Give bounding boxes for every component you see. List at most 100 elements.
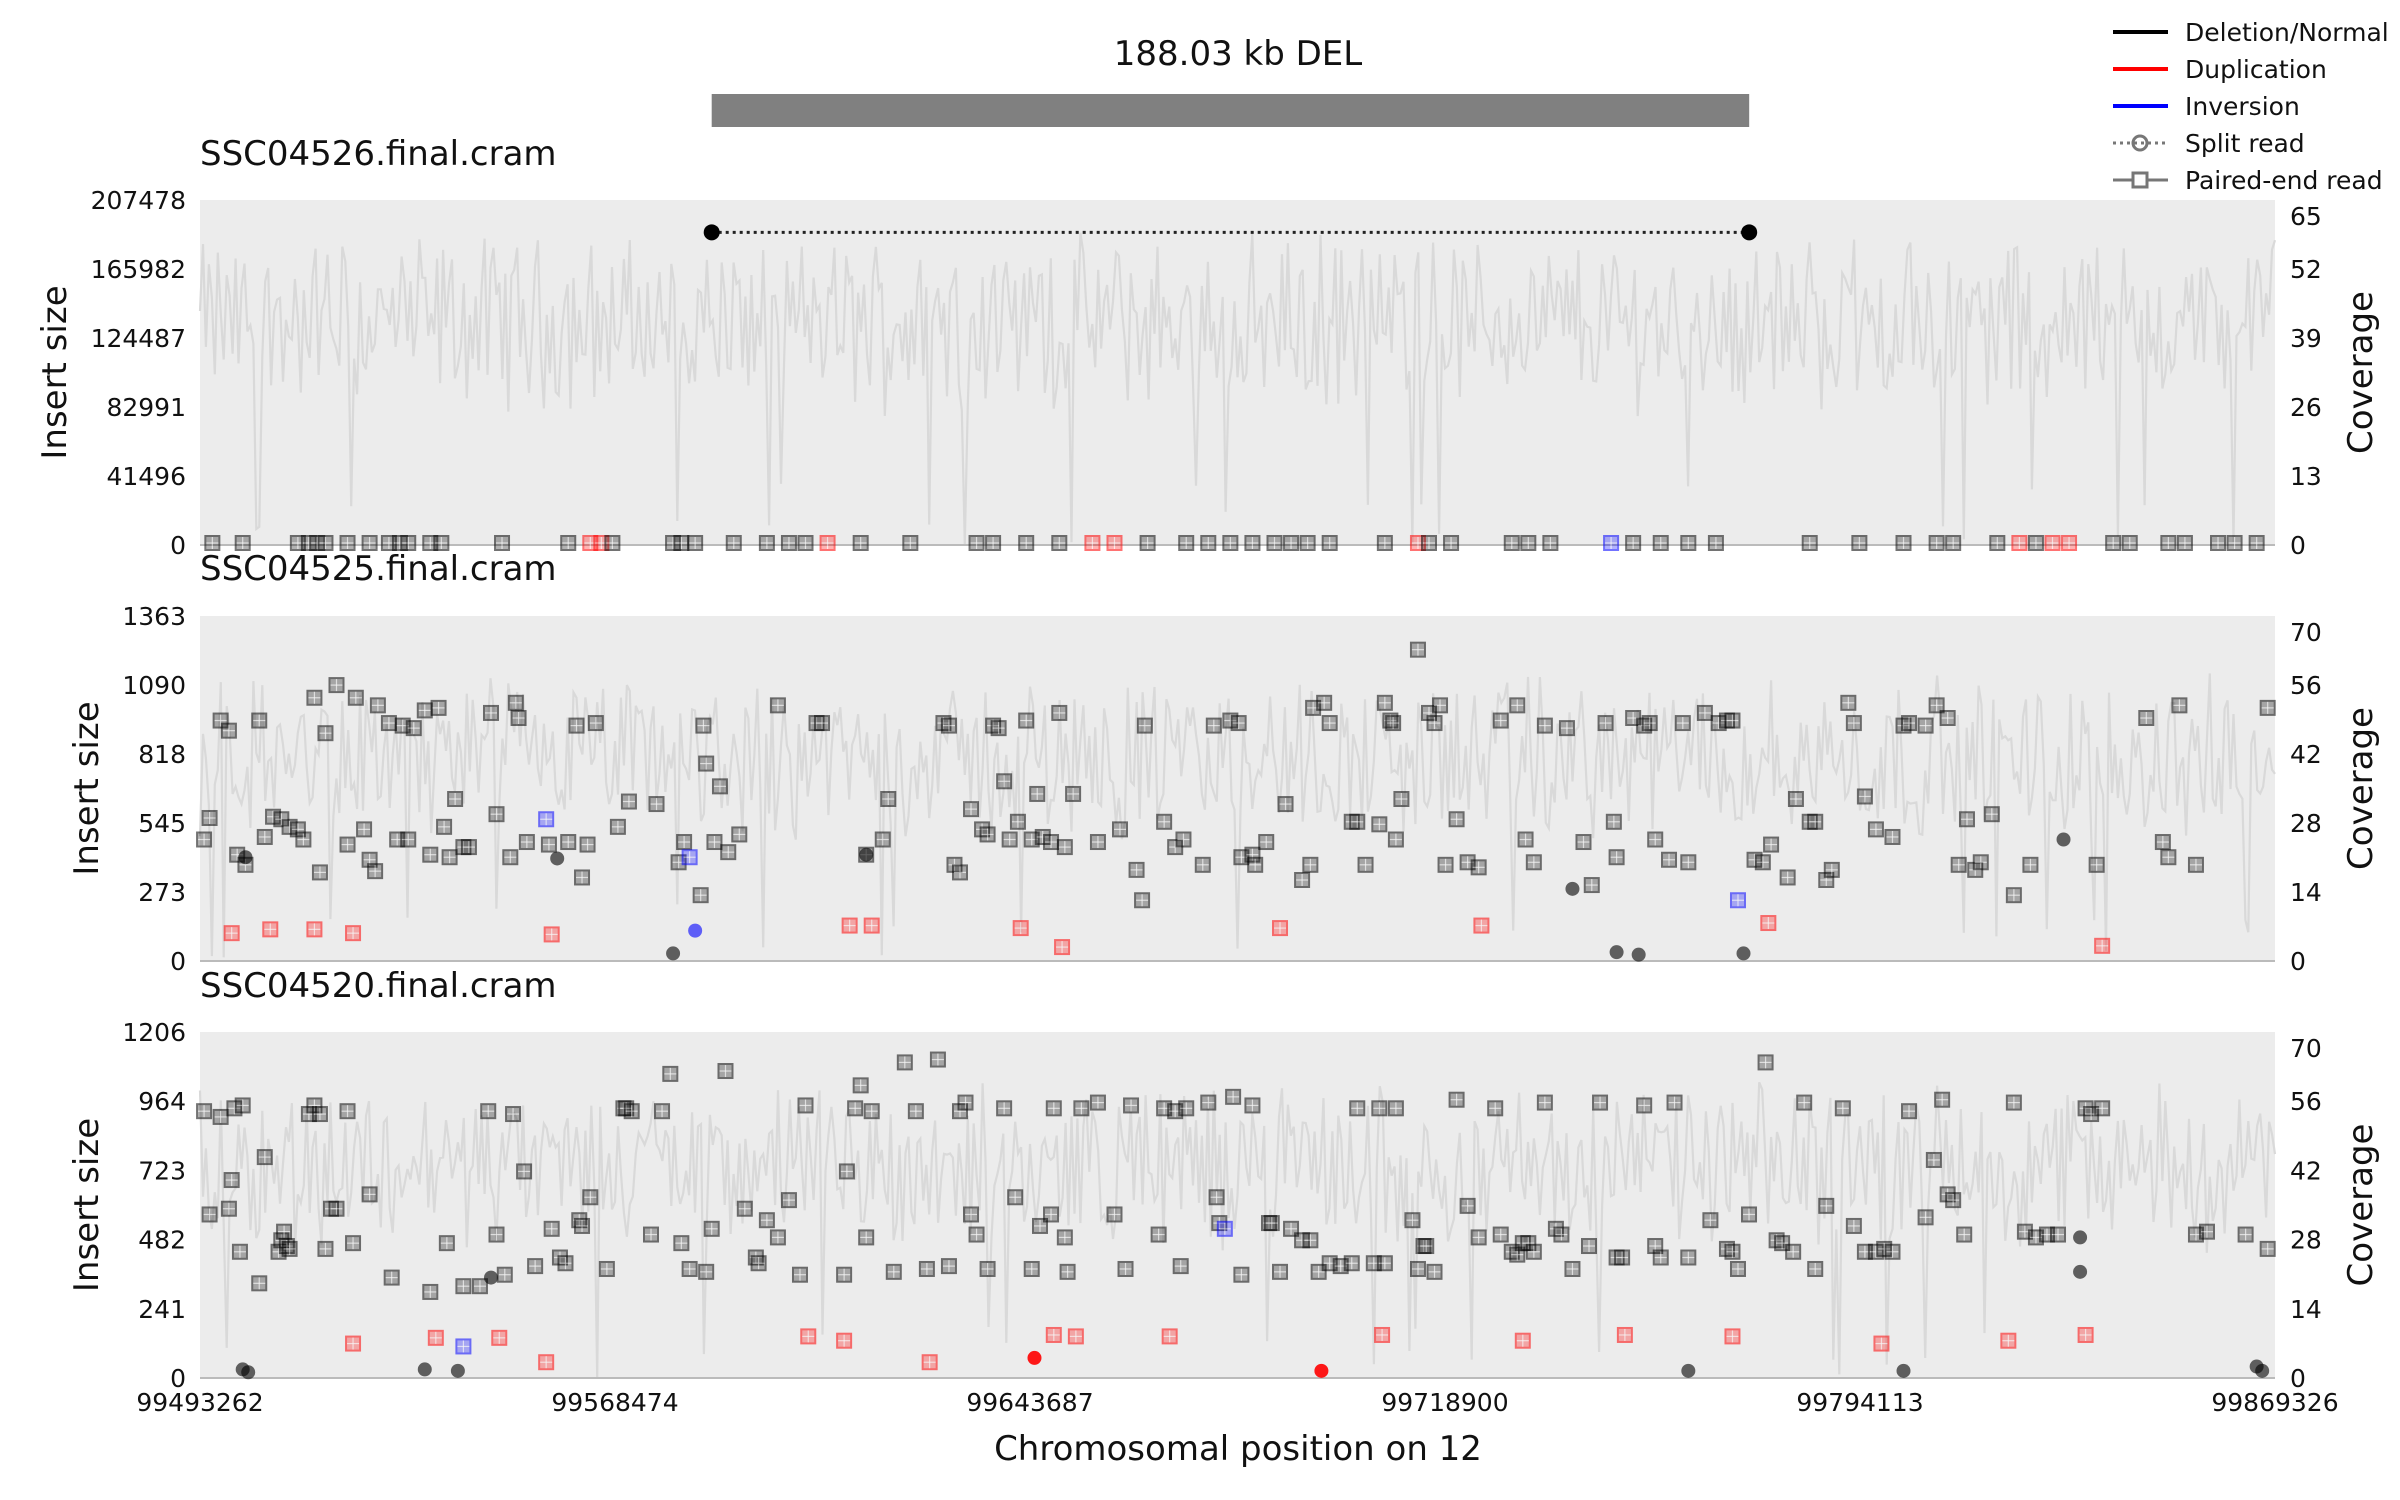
y-tick-label: 482 (138, 1226, 186, 1255)
paired-end-read (1283, 535, 1300, 551)
paired-end-read (990, 720, 1007, 737)
paired-end-read (957, 1094, 974, 1111)
paired-end-read (223, 1172, 240, 1189)
paired-end-read (1051, 535, 1068, 551)
paired-end-read (339, 836, 356, 853)
paired-end-read (1840, 694, 1857, 711)
paired-end-read (681, 849, 698, 866)
paired-end-read (2198, 1223, 2215, 1240)
paired-end-read (918, 1260, 935, 1277)
paired-end-read (1272, 1263, 1289, 1280)
paired-end-read (1818, 1197, 1835, 1214)
paired-end-read (1724, 1328, 1741, 1345)
y2-tick-label: 65 (2290, 202, 2322, 231)
paired-end-read (1787, 791, 1804, 808)
paired-end-read (317, 725, 334, 742)
paired-end-read (1139, 535, 1156, 551)
paired-end-read (2027, 535, 2044, 551)
paired-end-read (306, 689, 323, 706)
paired-end-read (1244, 535, 1261, 551)
paired-end-read (2259, 699, 2276, 716)
paired-end-read (300, 535, 317, 551)
paired-end-read (480, 1103, 497, 1120)
paired-end-read (422, 846, 439, 863)
paired-end-read (441, 849, 458, 866)
paired-end-read (1928, 697, 1945, 714)
paired-end-read (1172, 1258, 1189, 1275)
paired-end-read (2088, 856, 2105, 873)
paired-end-read (604, 535, 621, 551)
split-read (241, 1365, 256, 1380)
paired-end-read (1520, 535, 1537, 551)
paired-end-read (1018, 712, 1035, 729)
paired-end-read (317, 1240, 334, 1257)
y-tick-label: 165982 (91, 255, 186, 284)
paired-end-read (1707, 535, 1724, 551)
paired-end-read (1136, 717, 1153, 734)
split-read (666, 946, 681, 961)
paired-end-read (929, 1051, 946, 1068)
paired-end-read (1321, 535, 1338, 551)
y-tick-label: 1363 (122, 602, 186, 631)
paired-end-read (1443, 535, 1460, 551)
paired-end-read (725, 535, 742, 551)
paired-end-read (369, 697, 386, 714)
paired-end-read (819, 535, 836, 551)
paired-end-read (1724, 712, 1741, 729)
paired-end-read (720, 844, 737, 861)
paired-end-read (1123, 1097, 1140, 1114)
paired-end-read (361, 535, 378, 551)
paired-end-read (251, 1275, 268, 1292)
paired-end-read (1729, 1260, 1746, 1277)
paired-end-read (2000, 1332, 2017, 1349)
paired-end-read (1901, 1103, 1918, 1120)
paired-end-read (1409, 641, 1426, 658)
paired-end-read (1547, 1220, 1564, 1237)
paired-end-read (2248, 535, 2265, 551)
paired-end-read (814, 715, 831, 732)
paired-end-read (328, 1200, 345, 1217)
paired-end-read (979, 1260, 996, 1277)
paired-end-read (1432, 697, 1449, 714)
paired-end-read (1823, 861, 1840, 878)
x-tick-label: 99493262 (136, 1388, 263, 1417)
paired-end-read (1067, 1328, 1084, 1345)
paired-end-read (1856, 788, 1873, 805)
y2-tick-label: 28 (2290, 1226, 2322, 1255)
paired-end-read (1371, 816, 1388, 833)
y-tick-label: 0 (170, 531, 186, 560)
paired-end-read (1928, 535, 1945, 551)
paired-end-read (1247, 856, 1264, 873)
paired-end-read (1175, 831, 1192, 848)
legend-label: Inversion (2185, 92, 2300, 121)
paired-end-read (1605, 813, 1622, 830)
paired-end-read (560, 834, 577, 851)
paired-end-read (1371, 1100, 1388, 1117)
paired-end-read (1470, 1229, 1487, 1246)
paired-end-read (447, 791, 464, 808)
paired-end-read (1023, 1260, 1040, 1277)
paired-end-read (968, 535, 985, 551)
paired-end-read (356, 821, 373, 838)
paired-end-read (1487, 1100, 1504, 1117)
paired-end-read (2237, 1226, 2254, 1243)
paired-end-read (345, 925, 362, 942)
paired-end-read (1757, 1054, 1774, 1071)
paired-end-read (1045, 1326, 1062, 1343)
paired-end-read (306, 921, 323, 938)
legend-entry: Duplication (2113, 55, 2327, 84)
paired-end-read (347, 689, 364, 706)
paired-end-read (620, 793, 637, 810)
paired-end-read (201, 1206, 218, 1223)
paired-end-read (256, 1149, 273, 1166)
sample-title: SSC04525.final.cram (200, 549, 557, 589)
paired-end-read (852, 535, 869, 551)
paired-end-read (2121, 535, 2138, 551)
paired-end-read (838, 1163, 855, 1180)
y-tick-label: 0 (170, 1364, 186, 1393)
paired-end-read (836, 1266, 853, 1283)
paired-end-read (2105, 535, 2122, 551)
paired-end-read (1553, 1226, 1570, 1243)
y2-axis-label: Coverage (2341, 291, 2381, 454)
paired-end-read (1603, 535, 1620, 551)
